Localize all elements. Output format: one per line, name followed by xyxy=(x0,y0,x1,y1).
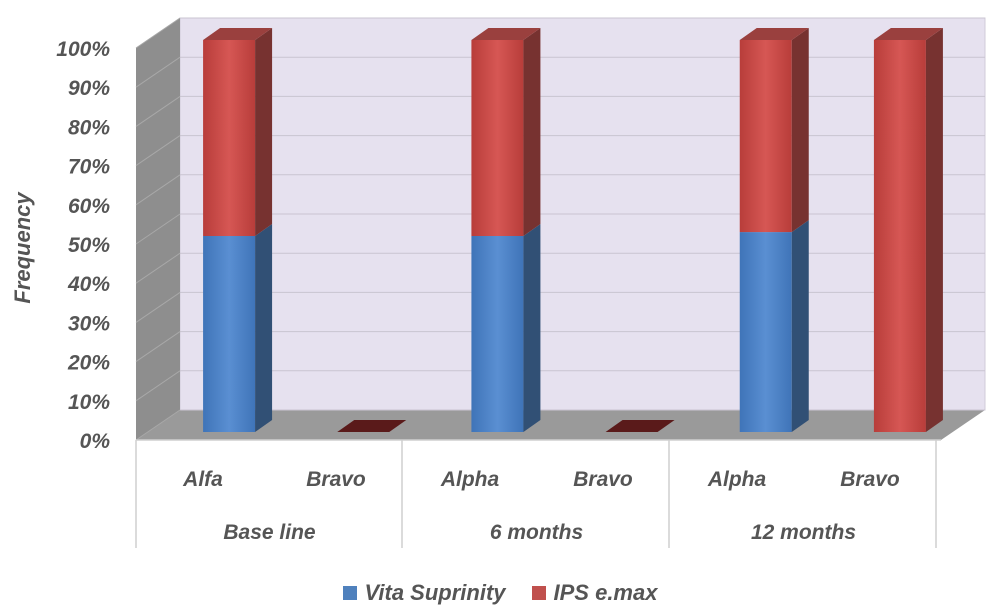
category-label-12-months-bravo: Bravo xyxy=(840,468,900,491)
y-tick-label-100: 100% xyxy=(56,38,110,61)
category-labels: Alfa Bravo Base line Alpha Bravo 6 months Alph… xyxy=(182,468,900,544)
gridline-side-10 xyxy=(135,17,181,49)
bar-vita-suprinity-6-months-alpha xyxy=(471,236,524,432)
bar-side-vita-suprinity-12-months-alpha xyxy=(791,220,809,432)
bar-side-vita-suprinity-base-line-alfa xyxy=(255,224,273,432)
gridline-side-3 xyxy=(135,291,181,323)
y-tick-label-90: 90% xyxy=(68,77,110,100)
gridline-side-7 xyxy=(135,135,181,167)
bar-empty-base-line-bravo xyxy=(337,420,407,432)
group-label-base-line: Base line xyxy=(223,521,316,544)
bar-side-ips-e-max-12-months-alpha xyxy=(791,28,809,233)
bar-top-ips-e-max-base-line-alfa xyxy=(203,28,273,40)
y-tick-label-60: 60% xyxy=(68,195,110,218)
gridline-side-6 xyxy=(135,174,181,206)
bar-ips-e-max-base-line-alfa xyxy=(203,40,256,236)
legend-label-vita-suprinity: Vita Suprinity xyxy=(364,580,506,605)
y-tick-label-20: 20% xyxy=(67,352,110,375)
y-tick-label-50: 50% xyxy=(68,234,110,257)
bar-empty-6-months-bravo xyxy=(605,420,675,432)
y-tick-label-40: 40% xyxy=(67,273,110,296)
category-label-6-months-bravo: Bravo xyxy=(573,468,633,491)
bar-vita-suprinity-12-months-alpha xyxy=(739,232,792,432)
bar-top-ips-e-max-12-months-alpha xyxy=(739,28,809,40)
category-label-base-line-bravo: Bravo xyxy=(306,468,366,491)
bars xyxy=(203,28,943,432)
bar-side-ips-e-max-6-months-alpha xyxy=(523,28,541,236)
bar-ips-e-max-12-months-alpha xyxy=(739,40,792,233)
gridline-side-4 xyxy=(135,252,181,284)
category-label-base-line-alfa: Alfa xyxy=(182,468,223,491)
gridline-side-9 xyxy=(135,56,181,88)
y-tick-label-70: 70% xyxy=(68,156,110,179)
bar-top-ips-e-max-12-months-bravo xyxy=(873,28,943,40)
y-axis-label: Frequency xyxy=(10,191,35,304)
gridline-side-8 xyxy=(135,95,181,127)
y-tick-label-0: 0% xyxy=(80,430,111,453)
legend-item-vita-suprinity: Vita Suprinity xyxy=(342,580,506,606)
bar-side-ips-e-max-base-line-alfa xyxy=(255,28,273,236)
bar-side-vita-suprinity-6-months-alpha xyxy=(523,224,541,432)
bar-side-ips-e-max-12-months-bravo xyxy=(925,28,943,432)
bar-ips-e-max-12-months-bravo xyxy=(873,40,926,432)
gridline-side-0 xyxy=(135,409,181,441)
y-tick-label-30: 30% xyxy=(68,312,110,335)
category-axis xyxy=(135,439,941,548)
legend-item-ips-emax: IPS e.max xyxy=(531,580,658,606)
legend-label-ips-emax: IPS e.max xyxy=(553,580,658,605)
group-label-12-months: 12 months xyxy=(751,521,856,544)
bar-top-ips-e-max-6-months-alpha xyxy=(471,28,541,40)
legend: Vita Suprinity IPS e.max xyxy=(0,578,1000,608)
gridlines xyxy=(135,17,985,441)
category-label-6-months-alpha: Alpha xyxy=(440,468,500,491)
y-tick-label-80: 80% xyxy=(68,116,110,139)
bar-ips-e-max-6-months-alpha xyxy=(471,40,524,236)
gridline-side-1 xyxy=(135,370,181,402)
gridline-side-2 xyxy=(135,331,181,363)
legend-swatch-ips-emax xyxy=(531,586,546,600)
legend-swatch-vita-suprinity xyxy=(342,586,357,600)
y-tick-label-10: 10% xyxy=(68,391,110,414)
gridline-side-5 xyxy=(135,213,181,245)
group-label-6-months: 6 months xyxy=(490,521,583,544)
category-label-12-months-alpha: Alpha xyxy=(707,468,767,491)
y-tick-labels: 0% 10% 20% 30% 40% 50% 60% 70% 80% 90% 100% xyxy=(56,38,110,453)
bar-vita-suprinity-base-line-alfa xyxy=(203,236,256,432)
